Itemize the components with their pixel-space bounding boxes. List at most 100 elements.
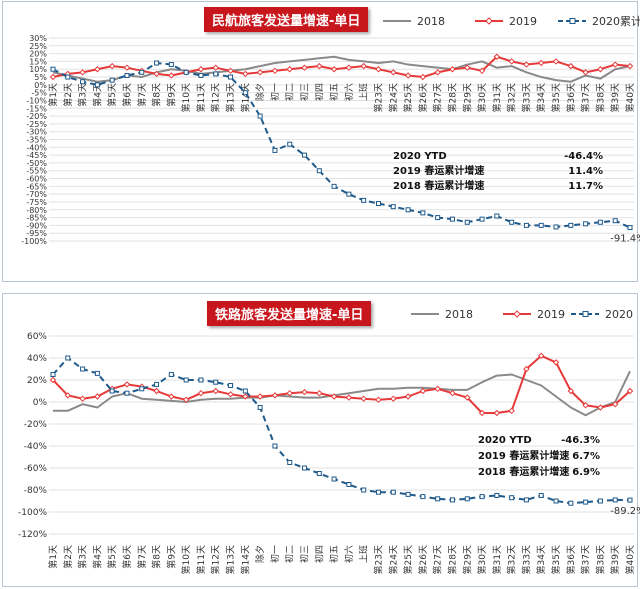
point-2020	[109, 388, 115, 394]
point-2020累计	[228, 74, 234, 80]
annotation-label: 2020 YTD	[478, 435, 532, 446]
point-2019	[375, 396, 382, 404]
y-tick-label: 25%	[29, 42, 47, 51]
point-2019	[123, 381, 131, 388]
point-2020	[405, 491, 411, 497]
x-tick-label: 第12天	[210, 545, 222, 574]
annotation-label: 2018 春运累计增速	[393, 179, 484, 192]
point-2020累计	[257, 113, 263, 119]
y-tick-label: -85%	[26, 214, 47, 223]
point-2020累计	[331, 183, 337, 189]
x-tick-label: 初一	[269, 545, 281, 563]
x-tick-label: 第13天	[225, 545, 237, 574]
y-tick-label: 60%	[27, 332, 47, 342]
x-tick-label: 初一	[269, 83, 281, 101]
x-tick-label: 第35天	[550, 545, 562, 574]
point-2020累计	[420, 210, 426, 216]
point-2020累计	[346, 191, 352, 197]
point-2020	[168, 372, 174, 377]
x-tick-label: 第27天	[432, 83, 444, 112]
point-2019	[493, 53, 501, 60]
point-2020	[568, 500, 574, 506]
series-line-2019	[52, 354, 631, 414]
point-2019	[611, 400, 619, 408]
x-tick-label: 第24天	[387, 545, 399, 574]
point-2019	[582, 402, 589, 409]
point-2019	[345, 64, 353, 71]
point-2019	[227, 67, 234, 74]
point-2019	[508, 58, 515, 65]
y-tick-label: 10%	[29, 65, 47, 74]
x-tick-label: 第13天	[225, 83, 237, 112]
point-2019	[271, 67, 279, 74]
point-2019	[478, 67, 486, 74]
legend-marker	[513, 310, 521, 318]
point-2019	[567, 387, 575, 395]
point-2020	[316, 471, 322, 476]
y-tick-label: 30%	[29, 34, 47, 43]
point-2019	[271, 392, 279, 399]
point-2020累计	[287, 141, 293, 147]
x-tick-label: 第36天	[565, 83, 577, 112]
air-chart-title: 民航旅客发送量增速-单日	[204, 7, 369, 32]
rail-chart-title: 铁路旅客发送量增速-单日	[207, 301, 372, 326]
point-2019	[79, 69, 86, 76]
y-tick-label: -15%	[26, 104, 47, 113]
x-tick-label: 第30天	[476, 545, 488, 574]
point-2019	[79, 395, 86, 402]
x-tick-label: 初六	[343, 83, 355, 101]
x-tick-label: 第1天	[47, 83, 59, 107]
y-tick-label: -100%	[21, 237, 47, 246]
point-2019	[390, 69, 397, 76]
y-tick-label: 20%	[27, 376, 47, 386]
x-tick-label: 第37天	[580, 83, 592, 112]
y-tick-label: -80%	[24, 486, 48, 496]
point-2019	[242, 393, 249, 400]
point-2020	[361, 487, 367, 493]
point-2019	[316, 389, 323, 397]
point-2019	[626, 62, 634, 70]
x-tick-label: 第2天	[62, 83, 74, 107]
y-tick-label: -45%	[26, 151, 47, 160]
point-2020累计	[94, 82, 100, 88]
legend-marker	[485, 17, 493, 25]
x-tick-label: 第31天	[491, 83, 503, 112]
x-tick-label: 第6天	[121, 545, 133, 569]
point-2019	[449, 389, 456, 397]
point-2019	[597, 404, 604, 411]
point-2019	[345, 394, 353, 401]
x-tick-label: 初五	[328, 83, 340, 101]
point-2020累计	[627, 225, 633, 231]
point-2020	[449, 497, 455, 503]
point-2019	[390, 395, 397, 402]
point-2019	[212, 64, 219, 71]
annotation-label: 2018 春运累计增速	[478, 465, 569, 478]
point-2020	[272, 443, 278, 449]
x-tick-label: 第33天	[520, 545, 532, 574]
point-2020累计	[523, 222, 529, 228]
point-2020	[228, 383, 234, 388]
point-2020累计	[464, 219, 470, 225]
point-2020	[627, 497, 633, 503]
point-2019	[256, 69, 264, 76]
point-2019	[108, 62, 116, 70]
x-tick-label: 第10天	[180, 83, 192, 112]
y-tick-label: 40%	[27, 354, 47, 364]
series-line-2018	[52, 55, 631, 83]
point-2020	[287, 460, 293, 465]
x-tick-label: 初三	[299, 545, 311, 563]
point-2019	[49, 376, 57, 384]
point-2020	[50, 372, 56, 377]
point-2019	[330, 66, 338, 73]
point-2020	[65, 355, 71, 361]
point-2019	[212, 387, 219, 395]
point-2020	[242, 388, 248, 394]
point-2020累计	[553, 224, 559, 230]
y-tick-label: -10%	[26, 96, 47, 105]
x-tick-label: 第37天	[580, 545, 592, 574]
point-2020	[94, 370, 100, 376]
x-tick-label: 初六	[343, 545, 355, 563]
y-tick-label: -25%	[26, 120, 47, 129]
point-2019	[523, 365, 530, 373]
y-tick-label: -60%	[24, 464, 48, 474]
